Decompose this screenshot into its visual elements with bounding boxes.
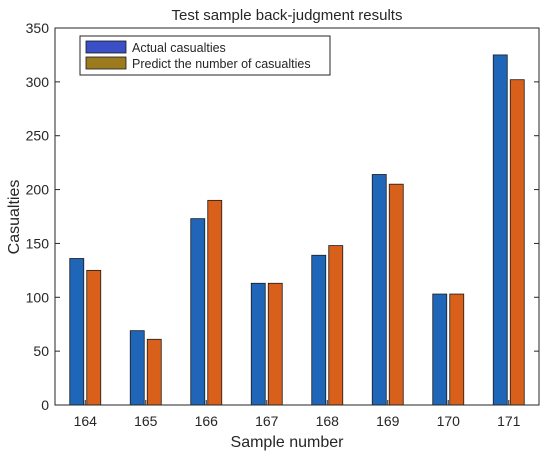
legend-swatch-actual: [85, 40, 127, 54]
bar-actual-169: [371, 174, 387, 406]
x-tick-label: 165: [134, 413, 158, 429]
plot-area-frame: [54, 27, 540, 406]
y-tick-label: 0: [41, 397, 49, 413]
bar-actual-168: [311, 254, 327, 406]
x-axis-label: Sample number: [231, 434, 345, 451]
bars-layer: [69, 54, 525, 406]
bar-predicted-171: [509, 79, 525, 406]
x-tick-label: 164: [74, 413, 98, 429]
bar-predicted-167: [267, 282, 283, 406]
y-tick-label: 150: [26, 235, 50, 251]
x-tick-label: 166: [195, 413, 219, 429]
y-tick-label: 200: [26, 182, 50, 198]
legend-label-actual: Actual casualties: [132, 41, 226, 55]
bar-predicted-168: [328, 245, 344, 406]
x-tick-label: 170: [437, 413, 461, 429]
bar-actual-170: [432, 293, 448, 406]
y-tick-label: 50: [33, 343, 49, 359]
bar-actual-167: [250, 282, 266, 406]
legend-swatch-predicted: [85, 56, 127, 70]
bar-actual-171: [492, 54, 508, 406]
y-tick-label: 250: [26, 128, 50, 144]
bar-predicted-170: [449, 293, 465, 406]
y-axis-label: Casualties: [6, 180, 23, 255]
x-tick-label: 168: [316, 413, 340, 429]
x-tick-label: 167: [255, 413, 279, 429]
bar-actual-164: [69, 258, 85, 406]
x-tick-label: 169: [376, 413, 400, 429]
y-tick-label: 350: [26, 20, 50, 36]
legend-label-predicted: Predict the number of casualties: [132, 57, 311, 71]
bar-predicted-166: [207, 199, 223, 406]
bar-predicted-164: [86, 269, 102, 406]
y-tick-label: 300: [26, 74, 50, 90]
legend: Actual casualties Predict the number of c…: [79, 35, 331, 76]
chart-title: Test sample back-judgment results: [172, 7, 403, 24]
y-tick-label: 100: [26, 289, 50, 305]
bar-predicted-165: [146, 338, 162, 406]
bar-actual-165: [129, 330, 145, 406]
bar-predicted-169: [388, 183, 404, 406]
x-tick-label: 171: [497, 413, 521, 429]
ticks-layer: 0 50 100 150 200 250 300 350 164 165 166 167 168 169 1…: [26, 20, 539, 429]
bar-actual-166: [190, 218, 206, 406]
